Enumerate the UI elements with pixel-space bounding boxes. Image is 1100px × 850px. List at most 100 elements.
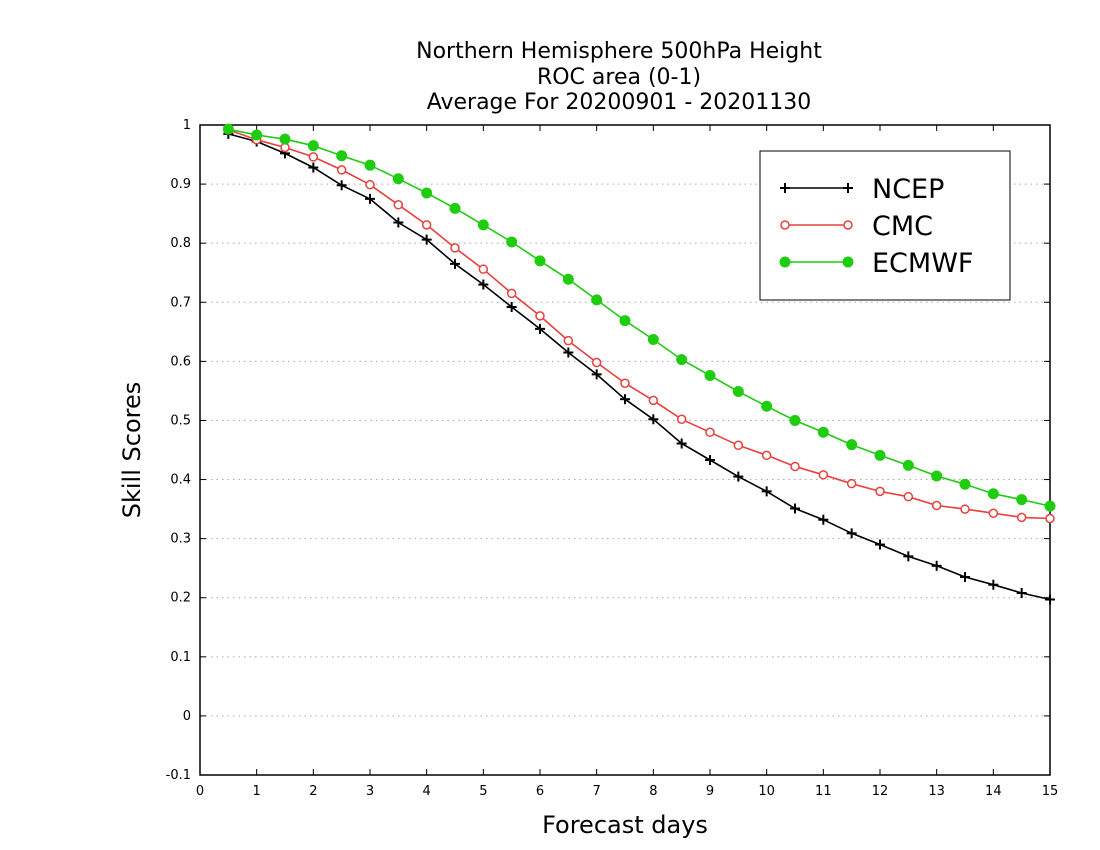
data-point-ncep: [818, 514, 829, 525]
x-tick-label: 0: [196, 784, 204, 799]
legend-marker: [843, 183, 853, 193]
legend-marker: [843, 220, 853, 230]
data-point-cmc: [393, 200, 404, 210]
legend-entries: NCEP CMC ECMWF: [779, 174, 973, 279]
data-point-ncep: [846, 528, 857, 539]
legend-label-ncep: NCEP: [872, 174, 944, 205]
chart-title-line-1: Northern Hemisphere 500hPa Height: [416, 39, 822, 64]
data-point-cmc: [478, 264, 489, 274]
legend-label-ecmwf: ECMWF: [872, 248, 973, 279]
data-point-cmc: [506, 288, 517, 299]
y-tick-label: 0.3: [170, 532, 191, 547]
data-point-ncep: [988, 579, 999, 590]
data-point-ecmwf: [619, 315, 631, 327]
data-point-ecmwf: [222, 123, 234, 135]
data-point-ncep: [336, 180, 347, 191]
data-point-cmc: [818, 470, 829, 480]
data-point-ncep: [1016, 588, 1027, 598]
legend: NCEP CMC ECMWF: [759, 150, 1011, 301]
data-point-ncep: [676, 438, 687, 449]
y-tick-label: 0.5: [170, 413, 191, 428]
x-tick-label: 1: [253, 784, 261, 799]
data-point-ecmwf: [307, 140, 319, 152]
data-point-ecmwf: [1016, 494, 1028, 506]
data-point-ecmwf: [902, 459, 914, 471]
data-point-ecmwf: [336, 150, 348, 162]
data-point-cmc: [846, 478, 857, 489]
y-tick-label: 0.9: [170, 177, 191, 192]
x-tick-label: 3: [366, 784, 374, 799]
data-point-ecmwf: [959, 478, 971, 490]
y-tick-label: 0.7: [170, 295, 191, 310]
data-point-ecmwf: [704, 370, 716, 382]
y-tick-label: 0.1: [170, 650, 191, 665]
data-point-cmc: [535, 311, 545, 321]
data-point-cmc: [336, 165, 347, 175]
legend-marker: [842, 256, 854, 268]
data-point-ncep: [733, 471, 744, 482]
data-point-cmc: [988, 508, 999, 518]
legend-marker: [780, 183, 790, 193]
data-point-cmc: [563, 335, 574, 346]
data-point-ecmwf: [676, 354, 688, 366]
chart-title-line-3: Average For 20200901 - 20201130: [427, 90, 812, 115]
data-point-ecmwf: [562, 273, 574, 285]
data-point-cmc: [761, 450, 772, 461]
x-tick-label: 12: [872, 784, 889, 799]
data-point-ncep: [308, 162, 319, 173]
y-tick-label: 0.6: [170, 354, 191, 369]
x-tick-label: 4: [423, 784, 431, 799]
data-point-ncep: [761, 486, 772, 497]
series-line-ncep: [228, 133, 1051, 601]
data-point-cmc: [450, 243, 460, 253]
data-point-ncep: [931, 560, 942, 571]
data-point-ncep: [648, 414, 659, 425]
data-point-cmc: [308, 152, 319, 162]
data-point-ecmwf: [279, 133, 291, 145]
data-point-ncep: [450, 258, 460, 269]
data-point-cmc: [676, 414, 687, 425]
data-point-ecmwf: [421, 187, 433, 199]
data-point-ecmwf: [506, 236, 518, 248]
legend-label-cmc: CMC: [872, 211, 933, 242]
y-tick-label: -0.1: [166, 768, 191, 783]
data-point-ncep: [535, 323, 545, 334]
data-point-ecmwf: [647, 334, 659, 345]
data-point-cmc: [960, 504, 970, 514]
x-tick-label: 5: [479, 784, 487, 799]
y-tick-label: 0.8: [170, 236, 191, 251]
data-point-ecmwf: [449, 202, 461, 214]
data-point-ncep: [875, 539, 885, 550]
y-axis-label: Skill Scores: [118, 382, 146, 519]
y-tick-label: 0.4: [170, 473, 191, 488]
y-tick-label: 0.2: [170, 591, 191, 606]
legend-entry-ecmwf: ECMWF: [779, 248, 973, 279]
data-point-ncep: [620, 394, 630, 405]
data-point-ncep: [960, 572, 970, 583]
data-point-ecmwf: [931, 470, 943, 482]
x-tick-label: 11: [815, 784, 832, 799]
x-tick-label: 7: [593, 784, 601, 799]
data-point-ecmwf: [1044, 500, 1056, 512]
legend-marker: [780, 220, 790, 230]
data-point-cmc: [790, 461, 800, 472]
data-point-ncep: [393, 217, 404, 228]
series-line-cmc: [228, 128, 1051, 520]
data-point-ncep: [1045, 594, 1055, 605]
data-point-ecmwf: [761, 400, 773, 412]
x-tick-label: 15: [1042, 784, 1059, 799]
grid-layer: [200, 183, 1050, 717]
data-point-ecmwf: [477, 219, 489, 231]
data-point-cmc: [931, 500, 942, 511]
data-point-cmc: [733, 440, 744, 451]
series-cmc: [223, 124, 1055, 524]
data-point-cmc: [620, 378, 630, 388]
data-point-ncep: [478, 279, 489, 290]
data-point-cmc: [365, 179, 375, 190]
data-point-cmc: [591, 357, 602, 368]
data-point-cmc: [1045, 513, 1055, 524]
data-point-ecmwf: [364, 159, 376, 171]
data-point-cmc: [875, 486, 885, 497]
x-tick-label: 2: [309, 784, 317, 799]
